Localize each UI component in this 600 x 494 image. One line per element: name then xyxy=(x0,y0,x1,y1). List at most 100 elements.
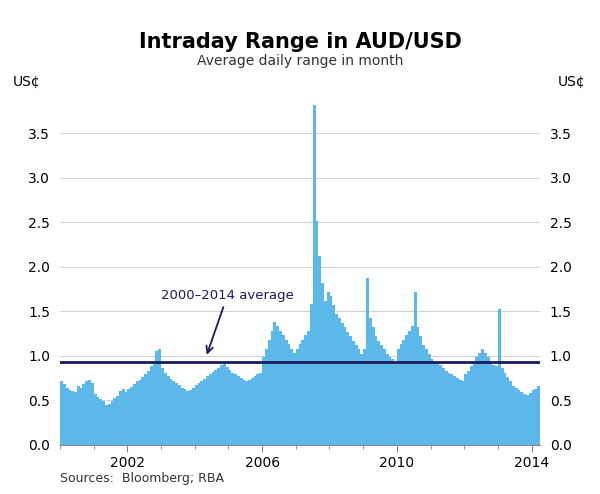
Bar xyxy=(265,349,268,445)
Bar xyxy=(133,384,136,445)
Bar xyxy=(374,336,377,445)
Bar xyxy=(405,335,408,445)
Bar xyxy=(439,366,442,445)
Bar xyxy=(65,388,68,445)
Bar xyxy=(217,368,220,445)
Bar xyxy=(428,354,431,445)
Bar xyxy=(200,381,203,445)
Text: Sources:  Bloomberg; RBA: Sources: Bloomberg; RBA xyxy=(60,472,224,485)
Bar xyxy=(332,305,335,445)
Bar xyxy=(164,372,167,445)
Bar xyxy=(361,354,363,445)
Bar xyxy=(475,358,478,445)
Bar xyxy=(495,367,498,445)
Bar xyxy=(82,384,85,445)
Bar xyxy=(503,372,506,445)
Bar xyxy=(268,340,271,445)
Bar xyxy=(127,389,130,445)
Bar xyxy=(450,374,453,445)
Bar xyxy=(453,376,456,445)
Bar xyxy=(271,331,274,445)
Bar xyxy=(512,386,515,445)
Bar xyxy=(335,314,338,445)
Bar xyxy=(136,381,139,445)
Bar xyxy=(484,353,487,445)
Bar xyxy=(262,357,265,445)
Bar xyxy=(461,381,464,445)
Bar xyxy=(358,349,361,445)
Bar xyxy=(60,380,63,445)
Bar xyxy=(167,376,170,445)
Bar xyxy=(326,291,329,445)
Bar xyxy=(383,349,386,445)
Bar xyxy=(284,340,287,445)
Bar xyxy=(431,359,433,445)
Bar xyxy=(464,374,467,445)
Bar xyxy=(178,385,181,445)
Bar xyxy=(388,357,391,445)
Bar xyxy=(532,390,535,445)
Bar xyxy=(254,376,257,445)
Bar xyxy=(318,256,321,445)
Bar xyxy=(71,391,74,445)
Bar xyxy=(279,331,282,445)
Bar xyxy=(296,349,299,445)
Text: US¢: US¢ xyxy=(13,75,40,89)
Bar xyxy=(397,349,400,445)
Bar xyxy=(116,396,119,445)
Text: 2000–2014 average: 2000–2014 average xyxy=(161,288,294,353)
Bar xyxy=(442,368,445,445)
Bar xyxy=(237,376,240,445)
Bar xyxy=(161,368,164,445)
Bar xyxy=(470,367,473,445)
Bar xyxy=(299,344,302,445)
Bar xyxy=(506,377,509,445)
Bar xyxy=(290,349,293,445)
Bar xyxy=(152,361,155,445)
Bar xyxy=(187,391,189,445)
Bar xyxy=(231,372,234,445)
Text: Intraday Range in AUD/USD: Intraday Range in AUD/USD xyxy=(139,32,461,52)
Bar xyxy=(169,379,172,445)
Bar xyxy=(256,374,259,445)
Bar xyxy=(206,376,209,445)
Bar xyxy=(172,381,175,445)
Bar xyxy=(102,401,105,445)
Bar xyxy=(142,377,145,445)
Bar xyxy=(105,406,108,445)
Bar xyxy=(509,381,512,445)
Bar xyxy=(346,331,349,445)
Bar xyxy=(400,344,403,445)
Bar xyxy=(192,388,195,445)
Bar xyxy=(310,304,313,445)
Bar xyxy=(91,383,94,445)
Bar xyxy=(108,404,110,445)
Bar xyxy=(425,349,428,445)
Bar xyxy=(234,374,237,445)
Bar xyxy=(501,368,503,445)
Bar xyxy=(448,372,451,445)
Bar xyxy=(394,362,397,445)
Bar xyxy=(229,370,232,445)
Bar xyxy=(408,331,411,445)
Bar xyxy=(526,395,529,445)
Bar xyxy=(155,351,158,445)
Bar xyxy=(518,390,520,445)
Bar xyxy=(371,327,374,445)
Bar xyxy=(220,366,223,445)
Bar xyxy=(366,278,369,445)
Bar xyxy=(301,340,304,445)
Bar xyxy=(467,371,470,445)
Text: Average daily range in month: Average daily range in month xyxy=(197,54,403,68)
Bar xyxy=(355,345,358,445)
Bar xyxy=(498,309,501,445)
Bar xyxy=(473,362,476,445)
Bar xyxy=(189,390,192,445)
Bar xyxy=(316,220,319,445)
Bar xyxy=(520,392,523,445)
Bar xyxy=(144,374,147,445)
Bar xyxy=(276,327,279,445)
Bar xyxy=(203,379,206,445)
Bar xyxy=(321,283,324,445)
Bar xyxy=(158,349,161,445)
